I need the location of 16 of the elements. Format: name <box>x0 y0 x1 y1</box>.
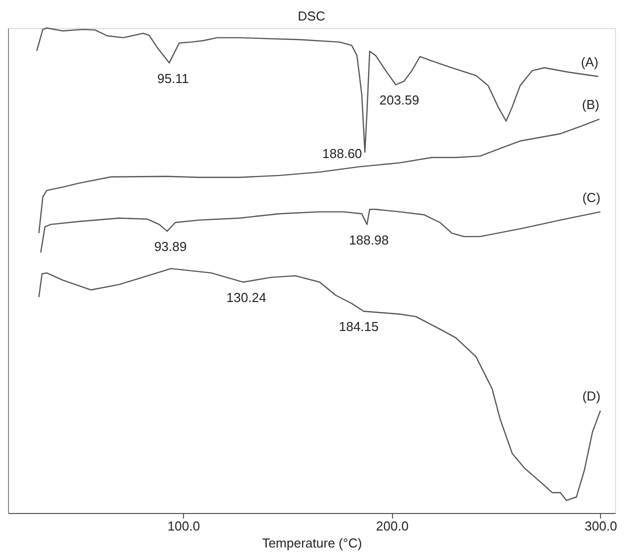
chart-title: DSC <box>298 8 326 24</box>
annotation: 188.60 <box>322 146 362 162</box>
x-tick-label: 200.0 <box>376 518 409 534</box>
annotation: 188.98 <box>348 232 389 248</box>
series-label: (B) <box>582 97 600 112</box>
x-tick-label: 300.0 <box>584 518 618 534</box>
annotation: 130.24 <box>226 290 266 306</box>
annotation: 184.15 <box>338 319 379 334</box>
annotation: 93.89 <box>154 239 187 254</box>
annotation: 203.59 <box>379 92 420 108</box>
annotation: 95.11 <box>157 70 189 86</box>
series-label: (D) <box>582 388 600 404</box>
x-tick-label: 100.0 <box>167 518 200 534</box>
series-label: (C) <box>582 190 600 205</box>
x-axis-title: Temperature (°C) <box>262 536 362 550</box>
series-label: (A) <box>580 54 598 70</box>
